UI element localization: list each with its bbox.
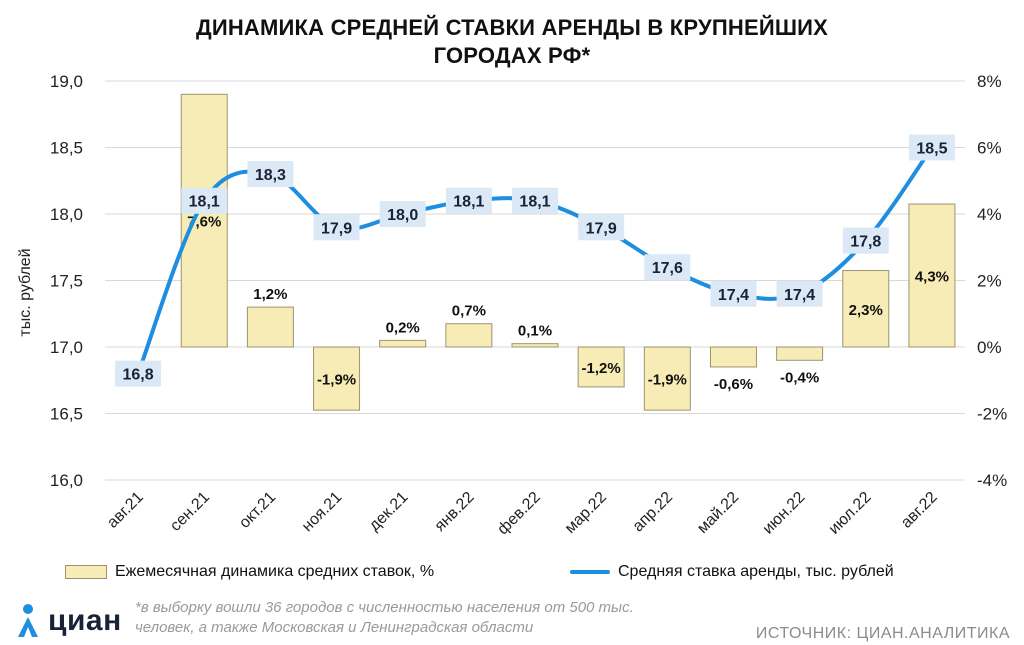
line-label-box — [776, 280, 823, 307]
x-tick-label: фев.22 — [494, 489, 543, 538]
line-label-box — [578, 214, 625, 241]
bar-data-label: 0,2% — [386, 319, 420, 336]
bar-data-label: 1,2% — [253, 286, 287, 303]
bar-data-label: -1,9% — [648, 372, 687, 389]
footnote-line1: *в выборку вошли 36 городов с численност… — [135, 599, 634, 616]
line-data-label: 17,6 — [652, 260, 683, 277]
bar — [709, 346, 757, 368]
line-data-label: 17,4 — [718, 287, 749, 304]
bar-data-label: 0,1% — [518, 323, 552, 340]
bar-data-label: -1,2% — [582, 360, 621, 377]
y2-tick-label: 2% — [977, 272, 1002, 291]
bar — [379, 339, 427, 348]
y-tick-label: 17,0 — [50, 338, 83, 357]
y-tick-label: 17,5 — [50, 272, 83, 291]
footnote-line2: человек, а также Московская и Ленинградс… — [135, 619, 534, 636]
x-tick-label: июл.22 — [826, 489, 875, 538]
bar — [577, 346, 625, 388]
bar — [511, 343, 559, 348]
y2-tick-label: 6% — [977, 139, 1002, 158]
line-data-label: 17,9 — [586, 220, 617, 237]
bar-data-label: 2,3% — [849, 302, 883, 319]
source-label: ИСТОЧНИК: ЦИАН.АНАЛИТИКА — [755, 625, 1010, 642]
location-pin-icon — [18, 604, 38, 637]
legend-bar-label: Ежемесячная динамика средних ставок, % — [115, 563, 435, 580]
bar — [908, 203, 956, 348]
bar-data-label: -0,6% — [714, 376, 753, 393]
legend-line-swatch — [570, 570, 610, 574]
bar — [246, 306, 294, 348]
x-tick-label: май.22 — [694, 489, 742, 537]
cian-logo: циан — [14, 603, 122, 639]
line-label-box — [710, 280, 757, 307]
x-tick-label: мар.22 — [562, 489, 610, 537]
x-tick-label: дек.21 — [366, 489, 412, 535]
legend-bar-swatch — [65, 565, 107, 579]
chart-title-line1: ДИНАМИКА СРЕДНЕЙ СТАВКИ АРЕНДЫ В КРУПНЕЙ… — [195, 15, 829, 40]
line-data-label: 18,5 — [916, 141, 947, 158]
rent-dynamics-chart: 16,0 16,5 17,0 17,5 18,0 18,5 19,0 -4% -2% 0% 2% 4%… — [17, 72, 1007, 538]
bar — [643, 346, 691, 411]
x-tick-label: авг.21 — [104, 489, 147, 532]
line-data-label: 17,8 — [850, 234, 881, 251]
bar-data-label: 4,3% — [915, 269, 949, 286]
line-label-box — [115, 360, 162, 387]
y-tick-label: 16,5 — [50, 405, 83, 424]
chart-title-line2: ГОРОДАХ РФ* — [433, 43, 591, 68]
line-data-label: 18,0 — [387, 207, 418, 224]
line-label-box — [512, 187, 558, 214]
x-tick-label: июн.22 — [760, 489, 809, 538]
bar — [180, 93, 228, 348]
line-label-box — [842, 227, 889, 254]
bar-data-label: -0,4% — [780, 369, 819, 386]
bar — [842, 270, 890, 348]
legend-line: Средняя ставка аренды, тыс. рублей — [570, 563, 894, 581]
line-label-box — [908, 134, 955, 161]
x-tick-label: авг.22 — [898, 489, 941, 532]
footnote: *в выборку вошли 36 городов с численност… — [135, 598, 775, 638]
legend-line-label: Средняя ставка аренды, тыс. рублей — [618, 563, 894, 580]
line-label-box — [181, 187, 228, 214]
y-tick-label: 19,0 — [50, 72, 83, 91]
line-data-label: 18,1 — [519, 194, 550, 211]
line-label-box — [445, 187, 492, 214]
legend-bars: Ежемесячная динамика средних ставок, % — [65, 563, 434, 581]
bar — [313, 346, 361, 411]
x-tick-label: ноя.21 — [299, 489, 345, 535]
line-data-label: 16,8 — [123, 367, 154, 384]
line-data-label: 18,1 — [189, 194, 220, 211]
x-tick-label: сен.21 — [167, 489, 213, 535]
line-label-box — [379, 201, 426, 227]
line-data-label: 17,9 — [321, 220, 352, 237]
line-label-box — [644, 254, 691, 281]
y2-tick-label: 4% — [977, 205, 1002, 224]
y2-tick-label: 8% — [977, 72, 1002, 91]
y-tick-label: 18,5 — [50, 139, 83, 158]
bar — [776, 346, 824, 361]
chart-title: ДИНАМИКА СРЕДНЕЙ СТАВКИ АРЕНДЫ В КРУПНЕЙ… — [0, 14, 1024, 70]
y2-tick-label: -2% — [977, 405, 1007, 424]
y-axis-title: тыс. рублей — [17, 248, 34, 336]
line-data-label: 17,4 — [784, 287, 815, 304]
line-label-box — [247, 161, 294, 188]
y2-tick-label: 0% — [977, 338, 1002, 357]
bar-data-label: 0,7% — [452, 303, 486, 320]
line-data-label: 18,3 — [255, 167, 286, 184]
x-tick-label: окт.21 — [236, 489, 279, 532]
logo-text: циан — [48, 604, 122, 637]
line-data-label: 18,1 — [453, 194, 484, 211]
bar-data-label: -1,9% — [317, 372, 356, 389]
line-label-box — [313, 214, 360, 241]
x-tick-label: янв.22 — [432, 489, 478, 535]
x-tick-label: апр.22 — [630, 489, 677, 536]
bar — [445, 323, 493, 348]
y-tick-label: 16,0 — [50, 471, 83, 490]
y-tick-label: 18,0 — [50, 205, 83, 224]
y2-tick-label: -4% — [977, 471, 1007, 490]
